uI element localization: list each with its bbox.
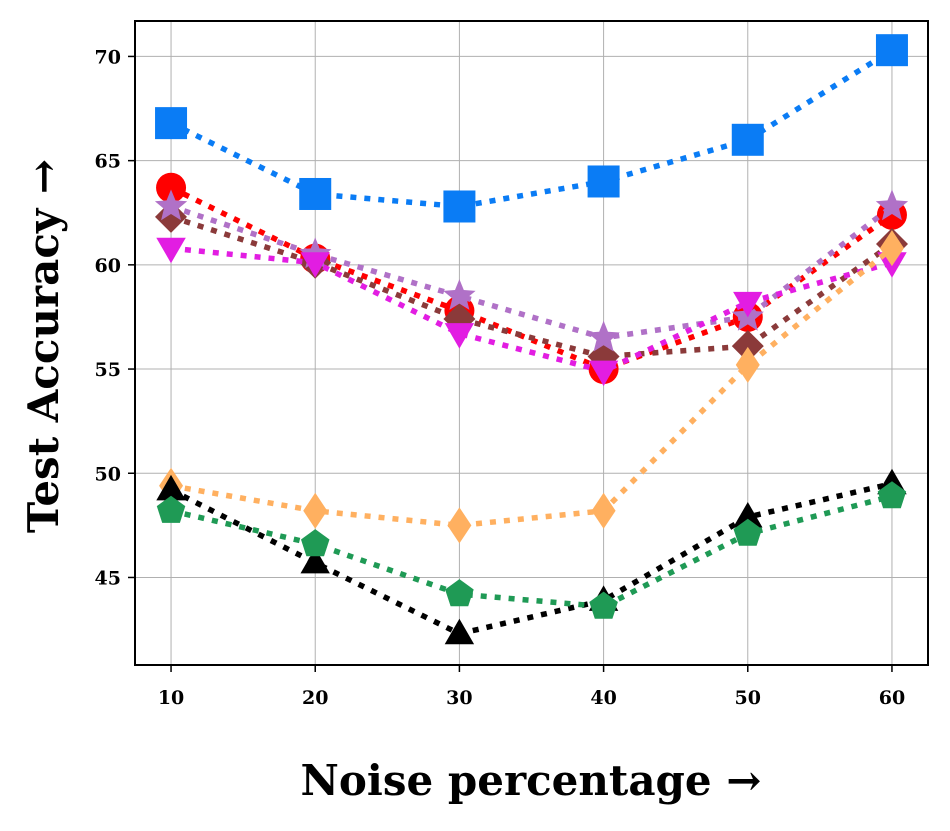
brown-diamonds-line <box>170 214 894 360</box>
magenta-triangles-down-line <box>170 245 893 375</box>
magenta-triangles-down-point <box>733 291 763 318</box>
green-pentagons-point <box>733 518 762 546</box>
x-tick-label: 10 <box>158 687 184 709</box>
orange-thin-diamonds-line <box>170 246 894 529</box>
black-triangles-up-point <box>733 502 763 528</box>
x-tick-label: 20 <box>302 687 328 709</box>
green-pentagons-line <box>170 493 893 610</box>
green-pentagons-point <box>156 495 186 523</box>
x-axis-ticks: 10 20 30 40 50 60 <box>158 665 905 709</box>
black-triangles-up-point <box>156 474 186 501</box>
blue-squares-point <box>587 165 620 198</box>
x-tick-label: 50 <box>735 687 761 709</box>
series-orange-thin-diamonds <box>159 230 904 544</box>
series-blue-squares <box>155 34 908 223</box>
black-triangles-up-point <box>444 618 475 645</box>
purple-stars-point <box>154 189 188 221</box>
series-layer <box>154 34 909 645</box>
blue-squares-point <box>155 107 188 140</box>
series-green-pentagons <box>156 481 907 619</box>
green-pentagons-point <box>877 481 907 509</box>
orange-thin-diamonds-point <box>447 507 472 544</box>
orange-thin-diamonds-point <box>879 230 904 267</box>
magenta-triangles-down-point <box>588 360 619 387</box>
magenta-triangles-down-point <box>300 252 330 278</box>
black-triangles-up-point <box>300 547 330 574</box>
blue-squares-point <box>299 177 332 210</box>
green-pentagons-point <box>589 591 618 619</box>
series-magenta-triangles-down <box>156 237 907 387</box>
y-tick-label: 70 <box>95 46 121 68</box>
green-pentagons-point <box>301 529 330 557</box>
blue-squares-point <box>731 123 764 156</box>
plot-frame <box>134 20 929 666</box>
purple-stars-point <box>875 189 909 221</box>
series-brown-diamonds <box>155 200 908 373</box>
orange-thin-diamonds-point <box>303 492 328 529</box>
x-tick-label: 30 <box>446 687 472 709</box>
blue-squares-line <box>169 47 894 210</box>
grid-lines <box>135 21 928 665</box>
red-circles-line <box>169 185 894 373</box>
purple-stars-point <box>587 320 620 352</box>
y-axis-ticks: 45 50 55 60 65 70 <box>95 46 135 589</box>
magenta-triangles-down-point <box>156 237 186 264</box>
purple-stars-point <box>443 279 476 310</box>
x-tick-label: 40 <box>590 687 616 709</box>
y-tick-label: 60 <box>95 255 121 277</box>
orange-thin-diamonds-point <box>735 346 760 383</box>
series-black-triangles-up <box>156 468 907 645</box>
y-tick-label: 50 <box>95 463 121 485</box>
y-tick-label: 65 <box>95 151 121 173</box>
red-circles-point <box>156 172 187 203</box>
y-axis-title: Test Accuracy → <box>19 159 68 533</box>
blue-squares-point <box>875 34 908 67</box>
x-axis-title: Noise percentage → <box>301 756 762 805</box>
y-tick-label: 55 <box>95 359 121 381</box>
black-triangles-up-line <box>169 481 893 637</box>
brown-diamonds-point <box>155 200 187 233</box>
orange-thin-diamonds-point <box>591 492 616 529</box>
x-tick-label: 60 <box>879 687 905 709</box>
brown-diamonds-point <box>731 330 764 363</box>
magenta-triangles-down-point <box>444 323 475 349</box>
green-pentagons-point <box>445 579 474 607</box>
purple-stars-line <box>170 203 894 341</box>
blue-squares-point <box>443 190 476 223</box>
y-tick-label: 45 <box>95 567 121 589</box>
